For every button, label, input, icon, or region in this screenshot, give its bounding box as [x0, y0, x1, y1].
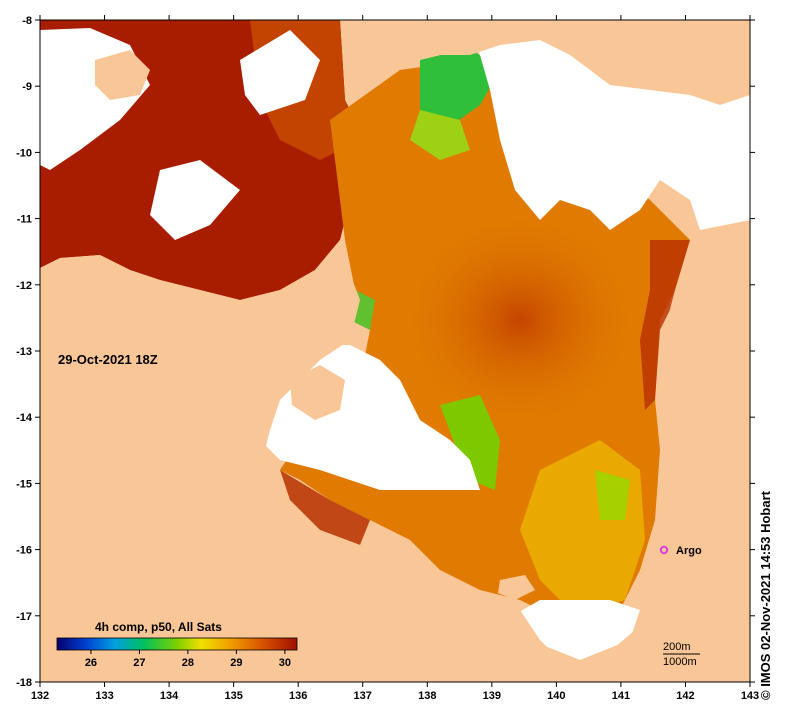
x-tick-label: 141 [612, 690, 630, 702]
y-tick-label: -15 [16, 478, 32, 490]
y-tick-label: -10 [16, 147, 32, 159]
contour-200m-label: 200m [663, 641, 691, 653]
colorbar-title: 4h comp, p50, All Sats [95, 620, 222, 634]
argo-label: Argo [676, 545, 702, 557]
x-tick-label: 138 [418, 690, 436, 702]
map-canvas [40, 20, 750, 682]
x-tick-label: 140 [547, 690, 565, 702]
y-tick-label: -18 [16, 677, 32, 689]
colorbar-tick-label: 29 [230, 657, 242, 669]
x-tick-label: 136 [289, 690, 307, 702]
y-tick-label: -16 [16, 545, 32, 557]
x-tick-label: 133 [95, 690, 113, 702]
sst-green-patches [420, 48, 500, 130]
contour-legend: 200m 1000m [663, 641, 700, 668]
timestamp-label: 29-Oct-2021 18Z [58, 352, 158, 367]
x-tick-label: 142 [676, 690, 694, 702]
sst-green-patches-3 [440, 395, 500, 490]
colorbar-tick-label: 30 [279, 657, 291, 669]
x-tick-label: 135 [224, 690, 242, 702]
y-tick-label: -12 [16, 280, 32, 292]
argo-marker[interactable]: Argo [659, 545, 702, 557]
x-tick-label: 139 [483, 690, 501, 702]
groote-eylandt [290, 365, 345, 420]
x-tick-label: 143 [741, 690, 759, 702]
sst-green-patches-2 [410, 110, 470, 160]
y-tick-label: -14 [16, 412, 33, 424]
cape-york-land [560, 225, 750, 682]
y-tick-label: -11 [17, 214, 32, 226]
y-tick-label: -17 [16, 611, 32, 623]
arnhem-land [40, 240, 560, 682]
x-tick-label: 137 [354, 690, 372, 702]
sst-cloud-nw2 [240, 30, 320, 115]
mornington-island [498, 575, 535, 600]
x-tick-label: 134 [160, 690, 179, 702]
sst-cloud-mid [150, 160, 240, 240]
y-tick-label: -9 [22, 81, 32, 93]
colorbar-legend: 4h comp, p50, All Sats 26 27 28 29 30 [56, 620, 298, 669]
sst-south-hot [280, 470, 370, 545]
colorbar-ticks: 26 27 28 29 30 [85, 650, 291, 669]
x-tick-label: 132 [31, 690, 49, 702]
png-land-2 [690, 20, 750, 55]
sst-green-patches-4 [595, 470, 630, 520]
colorbar-tick-label: 28 [182, 657, 194, 669]
argo-marker-icon [659, 545, 669, 555]
melville-island [95, 50, 150, 100]
y-tick-label: -13 [16, 346, 32, 358]
png-land [400, 20, 750, 105]
colorbar-tick-label: 26 [85, 657, 97, 669]
sst-cloud-south [505, 600, 640, 660]
colorbar-tick-label: 27 [133, 657, 145, 669]
axes: 132 133 134 135 136 137 138 139 140 141 142 143 -8 -9… [16, 15, 759, 702]
y-tick-label: -8 [22, 15, 32, 27]
colorbar [56, 637, 298, 651]
sst-warm-core [400, 210, 640, 430]
credit-label: © IMOS 02-Nov-2021 14:53 Hobart [758, 491, 773, 700]
contour-1000m-label: 1000m [663, 656, 697, 668]
